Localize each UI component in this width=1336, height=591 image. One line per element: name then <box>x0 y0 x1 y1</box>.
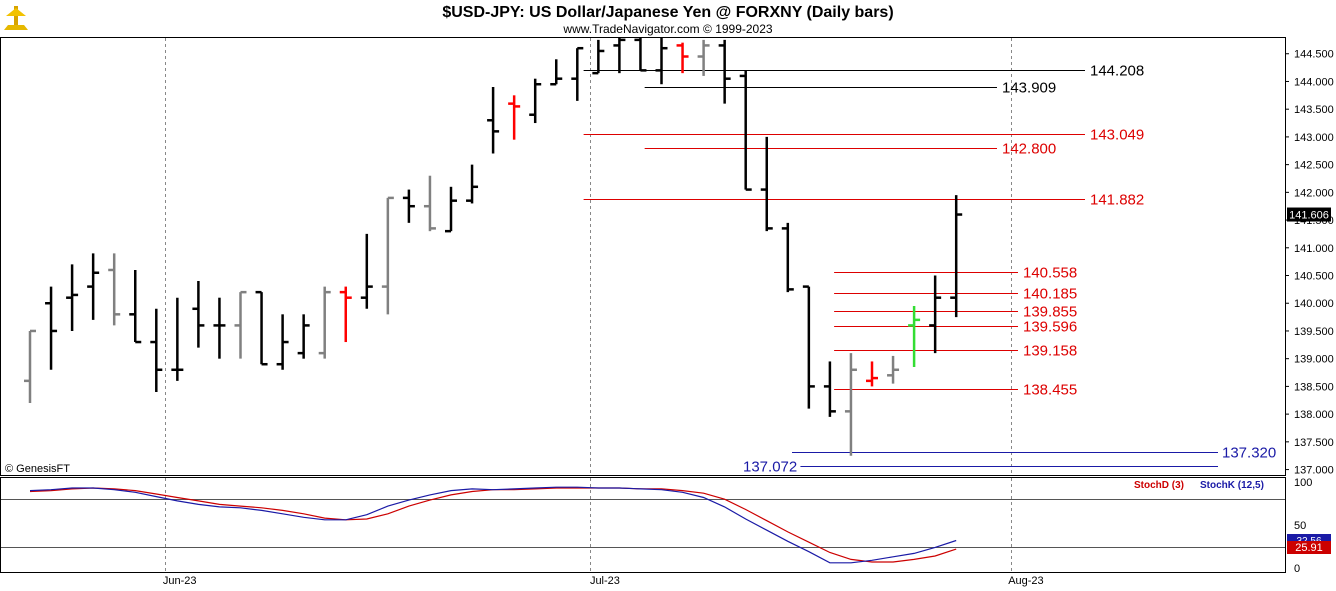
price-tick-label: 137.000 <box>1294 465 1334 477</box>
ohlc-bar <box>171 297 184 381</box>
level-label: 137.320 <box>1222 445 1276 462</box>
ohlc-bar <box>613 37 626 74</box>
price-tick-label: 142.500 <box>1294 160 1334 172</box>
ohlc-bar <box>339 286 352 343</box>
level-label: 139.855 <box>1023 304 1077 321</box>
price-axis: 137.000 137.500 138.000 138.500 139.000 139.5… <box>1285 49 1334 477</box>
stoch-series-line <box>29 486 957 564</box>
ohlc-bars <box>24 37 963 456</box>
ohlc-bar <box>950 195 963 318</box>
level-lines: 144.208 143.909 143.049 142.800 141.882 140.5… <box>583 63 1276 476</box>
level-label: 143.909 <box>1002 80 1056 97</box>
ohlc-bar <box>445 186 457 233</box>
stoch-tick-label: 50 <box>1294 520 1306 532</box>
ohlc-bar <box>887 355 900 384</box>
ohlc-bar <box>192 281 205 348</box>
ohlc-bar <box>487 87 500 154</box>
ohlc-bar <box>718 39 731 104</box>
ohlc-bar <box>66 264 79 331</box>
ohlc-bar <box>466 164 479 204</box>
stoch-tick-label: 0 <box>1294 563 1300 575</box>
stoch-tick-label: 100 <box>1294 477 1312 489</box>
level-label: 139.158 <box>1023 343 1077 360</box>
ohlc-bar <box>571 46 584 101</box>
ohlc-bar <box>866 361 878 387</box>
ohlc-bar <box>24 329 36 404</box>
level-label: 138.455 <box>1023 382 1077 399</box>
price-tick-label: 138.000 <box>1294 409 1334 421</box>
ohlc-bar <box>213 297 226 359</box>
svg-text:141.606: 141.606 <box>1289 210 1329 222</box>
svg-text:25.91: 25.91 <box>1295 542 1323 554</box>
ohlc-bar <box>739 70 752 191</box>
price-tick-label: 139.000 <box>1294 354 1334 366</box>
ohlc-bar <box>634 37 647 72</box>
ohlc-bar <box>423 175 436 232</box>
level-label: 140.185 <box>1023 286 1077 303</box>
ohlc-bar <box>87 253 100 320</box>
ohlc-bar <box>150 308 163 392</box>
ohlc-bar <box>508 95 521 140</box>
date-tick-label: Aug-23 <box>1008 575 1043 587</box>
ohlc-bar <box>908 306 921 367</box>
chart-subtitle: www.TradeNavigator.com © 1999-2023 <box>562 22 772 36</box>
ohlc-bar <box>129 269 142 344</box>
price-tick-label: 139.500 <box>1294 326 1334 338</box>
stoch-panel-frame <box>0 477 1286 573</box>
level-label: 139.596 <box>1023 319 1077 336</box>
date-tick-label: Jul-23 <box>590 575 620 587</box>
chart-title: $USD-JPY: US Dollar/Japanese Yen @ FORXN… <box>442 4 893 21</box>
grid-layer <box>165 38 1012 572</box>
level-label: 142.800 <box>1002 141 1056 158</box>
ohlc-bar <box>108 253 121 326</box>
price-panel-frame <box>0 37 1286 476</box>
ohlc-bar <box>234 290 247 359</box>
price-tick-label: 143.500 <box>1294 104 1334 116</box>
ohlc-bar <box>381 196 394 315</box>
logo-icon <box>4 6 28 30</box>
ohlc-bar <box>760 136 773 232</box>
price-tick-label: 143.000 <box>1294 132 1334 144</box>
price-tick-label: 141.000 <box>1294 243 1334 255</box>
stochastic-panel: 100 50 0 StochD (3) StochK (12,5) <box>1 477 1312 575</box>
price-tick-label: 144.500 <box>1294 49 1334 61</box>
ohlc-bar <box>844 353 857 456</box>
ohlc-bar <box>276 314 289 370</box>
stoch-legend-label: StochK (12,5) <box>1200 480 1264 491</box>
last-price-badge: 141.606 <box>1287 207 1331 222</box>
stoch-legend-label: StochD (3) <box>1134 480 1184 491</box>
ohlc-bar <box>802 285 815 409</box>
price-tick-label: 140.000 <box>1294 298 1334 310</box>
price-tick-label: 138.500 <box>1294 381 1334 393</box>
stoch-d-badge: 25.91 <box>1287 541 1331 554</box>
ohlc-bar <box>823 361 836 417</box>
level-label: 140.558 <box>1023 265 1077 282</box>
price-tick-label: 142.000 <box>1294 187 1334 199</box>
genesis-watermark: © GenesisFT <box>5 463 70 475</box>
ohlc-bar <box>655 37 668 85</box>
level-label: 141.882 <box>1090 192 1144 209</box>
price-tick-label: 137.500 <box>1294 437 1334 449</box>
price-tick-label: 144.000 <box>1294 76 1334 88</box>
ohlc-bar <box>360 233 373 309</box>
ohlc-bar <box>318 286 331 359</box>
ohlc-bar <box>592 39 605 75</box>
ohlc-bar <box>781 222 794 293</box>
price-tick-label: 140.500 <box>1294 271 1334 283</box>
level-label: 137.072 <box>743 459 797 476</box>
ohlc-bar <box>297 314 310 359</box>
ohlc-bar <box>529 78 542 124</box>
ohlc-bar <box>676 42 689 74</box>
date-tick-label: Jun-23 <box>163 575 197 587</box>
date-axis: Jun-23 Jul-23 Aug-23 <box>163 575 1044 587</box>
ohlc-bar <box>255 290 268 366</box>
ohlc-bar <box>402 189 415 223</box>
ohlc-bar <box>929 275 942 354</box>
ohlc-bar <box>550 59 563 86</box>
level-label: 143.049 <box>1090 127 1144 144</box>
level-label: 144.208 <box>1090 63 1144 80</box>
ohlc-bar <box>45 286 58 370</box>
ohlc-bar <box>697 39 710 76</box>
